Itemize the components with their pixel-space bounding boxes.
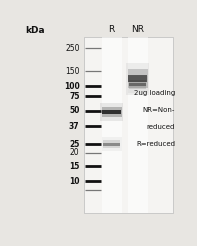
Text: 75: 75 (69, 92, 80, 101)
Bar (102, 110, 121, 114)
Text: 50: 50 (69, 107, 80, 115)
Text: 25: 25 (69, 140, 80, 149)
Text: NR: NR (131, 25, 144, 34)
Text: NR=Non-: NR=Non- (143, 107, 175, 113)
Text: 250: 250 (65, 44, 80, 53)
Text: 20: 20 (70, 148, 80, 157)
Text: kDa: kDa (25, 26, 45, 35)
Bar (128, 37, 148, 213)
Bar (84, 37, 174, 213)
Text: 150: 150 (65, 67, 80, 76)
Text: R=reduced: R=reduced (136, 141, 175, 147)
Text: R: R (109, 25, 115, 34)
Bar (129, 79, 146, 89)
Bar (100, 103, 123, 121)
Bar (103, 143, 120, 146)
Bar (128, 69, 148, 88)
Text: 37: 37 (69, 122, 80, 131)
Bar (102, 138, 122, 151)
Bar (129, 83, 146, 86)
Bar (102, 37, 122, 213)
Bar (128, 75, 147, 82)
Text: 2ug loading: 2ug loading (134, 90, 175, 96)
Bar (102, 107, 122, 117)
Bar (126, 63, 149, 95)
Text: 100: 100 (64, 82, 80, 91)
Bar (127, 76, 148, 93)
Text: 10: 10 (69, 177, 80, 185)
Text: reduced: reduced (147, 124, 175, 130)
Text: 15: 15 (69, 162, 80, 171)
Bar (103, 140, 120, 148)
